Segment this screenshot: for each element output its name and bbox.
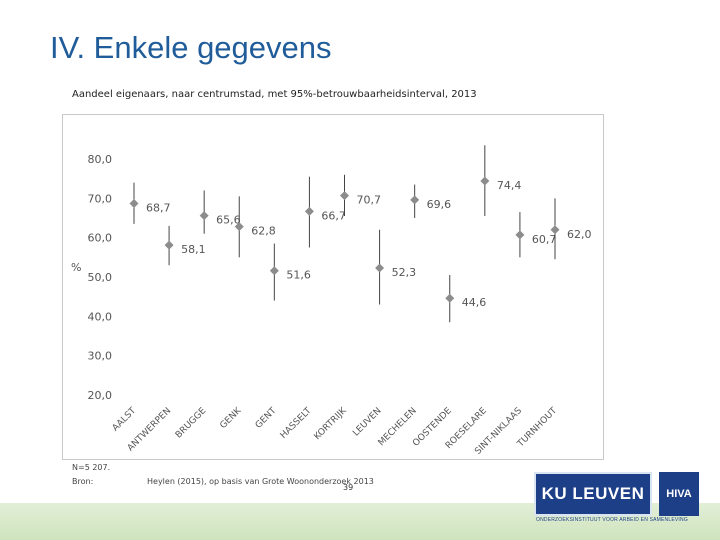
data-label: 60,7 <box>532 233 557 246</box>
x-tick-label: HASSELT <box>279 406 314 441</box>
data-point <box>164 240 174 250</box>
data-point <box>480 176 490 186</box>
data-label: 70,7 <box>357 194 382 207</box>
data-point <box>304 206 314 216</box>
y-tick-label: 80,0 <box>88 153 113 166</box>
y-tick-label: 70,0 <box>88 192 113 205</box>
x-tick-label: BRUGGE <box>174 406 209 441</box>
y-axis-label: % <box>71 261 81 274</box>
chart-caption: Aandeel eigenaars, naar centrumstad, met… <box>72 89 477 100</box>
ku-leuven-logo: KU LEUVEN <box>534 472 652 516</box>
data-label: 58,1 <box>181 243 206 256</box>
y-tick-label: 30,0 <box>88 350 113 363</box>
data-label: 62,8 <box>251 225 276 238</box>
data-label: 62,0 <box>567 228 592 241</box>
data-point <box>445 293 455 303</box>
data-label: 66,7 <box>321 209 346 222</box>
y-tick-label: 40,0 <box>88 310 113 323</box>
y-tick-label: 60,0 <box>88 232 113 245</box>
data-point <box>375 263 385 273</box>
data-point <box>515 230 525 240</box>
x-tick-label: KORTRIJK <box>313 405 350 442</box>
x-tick-label: GENT <box>254 406 279 431</box>
y-tick-label: 50,0 <box>88 271 113 284</box>
sample-size-note: N=5 207. <box>72 463 111 472</box>
source-text: Heylen (2015), op basis van Grote Woonon… <box>147 477 374 486</box>
data-label: 68,7 <box>146 201 171 214</box>
slide-title: IV. Enkele gegevens <box>50 30 332 65</box>
data-point <box>340 191 349 201</box>
data-point <box>199 211 209 221</box>
data-label: 44,6 <box>462 296 487 309</box>
chart-frame <box>62 114 604 460</box>
data-point <box>410 195 420 205</box>
chart-plot: 20,0 30,0 40,0 50,0 60,0 70,0 80,0% 68,7 AALST 58… <box>71 145 592 457</box>
data-label: 65,6 <box>216 214 241 227</box>
y-tick-label: 20,0 <box>88 389 113 402</box>
x-tick-label: AALST <box>111 406 139 434</box>
data-label: 51,6 <box>286 269 311 282</box>
x-tick-label: GENK <box>218 405 244 431</box>
data-point <box>129 198 139 208</box>
data-label: 52,3 <box>392 266 417 279</box>
data-point <box>269 266 279 276</box>
hiva-logo: HIVA <box>659 472 699 516</box>
data-point <box>234 222 244 232</box>
x-tick-label: LEUVEN <box>351 406 383 438</box>
data-point <box>550 225 560 235</box>
logo-subtitle: ONDERZOEKSINSTITUUT VOOR ARBEID EN SAMEN… <box>536 517 688 523</box>
page-number: 39 <box>343 483 354 492</box>
source-label: Bron: <box>72 477 94 486</box>
data-label: 74,4 <box>497 179 522 192</box>
data-label: 69,6 <box>427 198 452 211</box>
